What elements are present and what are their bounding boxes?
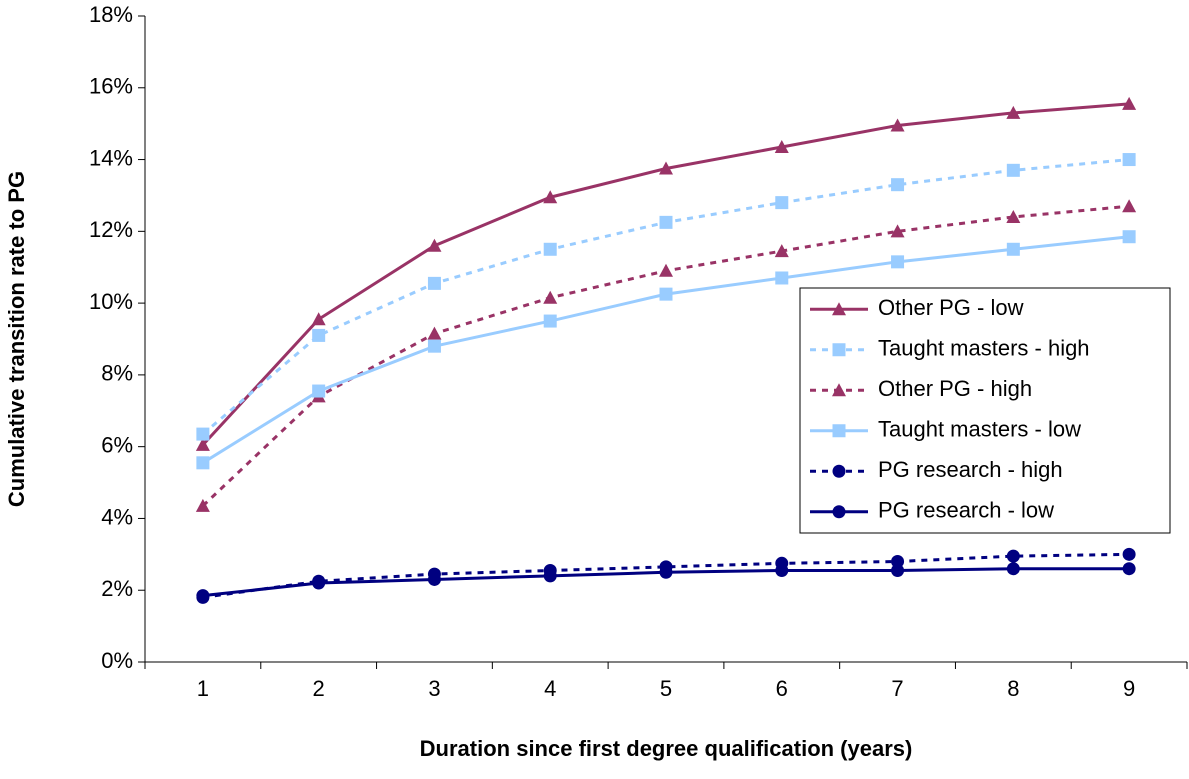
marker [196,456,210,470]
marker [1122,153,1136,167]
marker [1122,199,1137,213]
y-axis-title: Cumulative transition rate to PG [4,171,29,507]
y-tick-label: 14% [89,145,133,170]
y-tick-label: 8% [101,361,133,386]
marker [427,339,441,353]
y-tick-label: 4% [101,504,133,529]
marker [427,572,441,586]
marker [832,302,846,316]
marker [312,328,326,342]
marker [312,576,326,590]
marker [775,563,789,577]
marker [659,287,673,301]
x-tick-label: 8 [1007,676,1019,701]
marker [543,314,557,328]
marker [1006,209,1021,223]
y-tick-label: 12% [89,217,133,242]
x-tick-label: 5 [660,676,672,701]
marker [196,427,210,441]
marker [775,196,789,210]
y-tick-label: 18% [89,2,133,27]
legend-label: PG research - low [878,498,1054,523]
marker [543,290,558,304]
marker [774,139,789,153]
x-tick-label: 7 [891,676,903,701]
marker [832,343,846,357]
marker [1006,549,1020,563]
marker [832,505,846,519]
marker [890,118,905,132]
y-tick-label: 10% [89,289,133,314]
marker [196,589,210,603]
marker [832,464,846,478]
x-axis-title: Duration since first degree qualificatio… [420,736,913,761]
marker [427,276,441,290]
marker [195,437,210,451]
marker [543,190,558,204]
marker [1006,105,1021,119]
y-tick-label: 0% [101,648,133,673]
marker [1122,96,1137,110]
marker [1006,163,1020,177]
legend-label: Taught masters - low [878,417,1081,442]
marker [891,255,905,269]
marker [311,312,326,326]
x-tick-label: 3 [428,676,440,701]
y-tick-label: 2% [101,576,133,601]
marker [427,326,442,340]
marker [1122,547,1136,561]
marker [659,565,673,579]
marker [832,383,846,397]
marker [891,178,905,192]
legend-label: Other PG - low [878,295,1024,320]
legend-label: Taught masters - high [878,336,1090,361]
marker [543,569,557,583]
marker [659,215,673,229]
marker [659,161,673,175]
legend-label: Other PG - high [878,376,1032,401]
marker [891,563,905,577]
series-line [202,552,1130,599]
marker [891,555,905,569]
y-tick-label: 6% [101,432,133,457]
x-tick-label: 4 [544,676,556,701]
marker [543,242,557,256]
legend-label: PG research - high [878,457,1063,482]
x-tick-label: 6 [776,676,788,701]
legend-box [799,287,1171,534]
marker [1006,242,1020,256]
y-tick-label: 16% [89,74,133,99]
marker [890,224,905,238]
marker [195,498,210,512]
marker [427,238,442,252]
marker [312,384,326,398]
x-tick-label: 1 [197,676,209,701]
marker [832,424,846,438]
x-tick-label: 9 [1123,676,1135,701]
x-tick-label: 2 [313,676,325,701]
marker [1006,562,1020,576]
marker [774,244,789,258]
marker [775,271,789,285]
marker [659,263,673,277]
marker [1122,230,1136,244]
marker [1122,562,1136,576]
